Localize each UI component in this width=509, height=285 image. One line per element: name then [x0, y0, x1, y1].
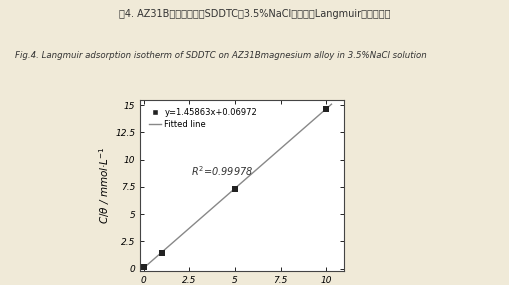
Y-axis label: $C/θ$ / mmol·L$^{-1}$: $C/θ$ / mmol·L$^{-1}$	[98, 146, 112, 224]
Text: Fig.4. Langmuir adsorption isotherm of SDDTC on AZ31Bmagnesium alloy in 3.5%NaCl: Fig.4. Langmuir adsorption isotherm of S…	[15, 51, 426, 60]
Legend: y=1.45863x+0.06972, Fitted line: y=1.45863x+0.06972, Fitted line	[144, 104, 261, 133]
Text: $R^2$=0.99978: $R^2$=0.99978	[191, 164, 253, 178]
Text: 图4. AZ31B镁合金在添加SDDTC的3.5%NaCl溶液中的Langmuir吸附等温线: 图4. AZ31B镁合金在添加SDDTC的3.5%NaCl溶液中的Langmui…	[119, 9, 390, 19]
Point	[321, 107, 329, 111]
Point	[231, 186, 239, 191]
Point	[139, 265, 148, 269]
Point	[158, 251, 166, 256]
